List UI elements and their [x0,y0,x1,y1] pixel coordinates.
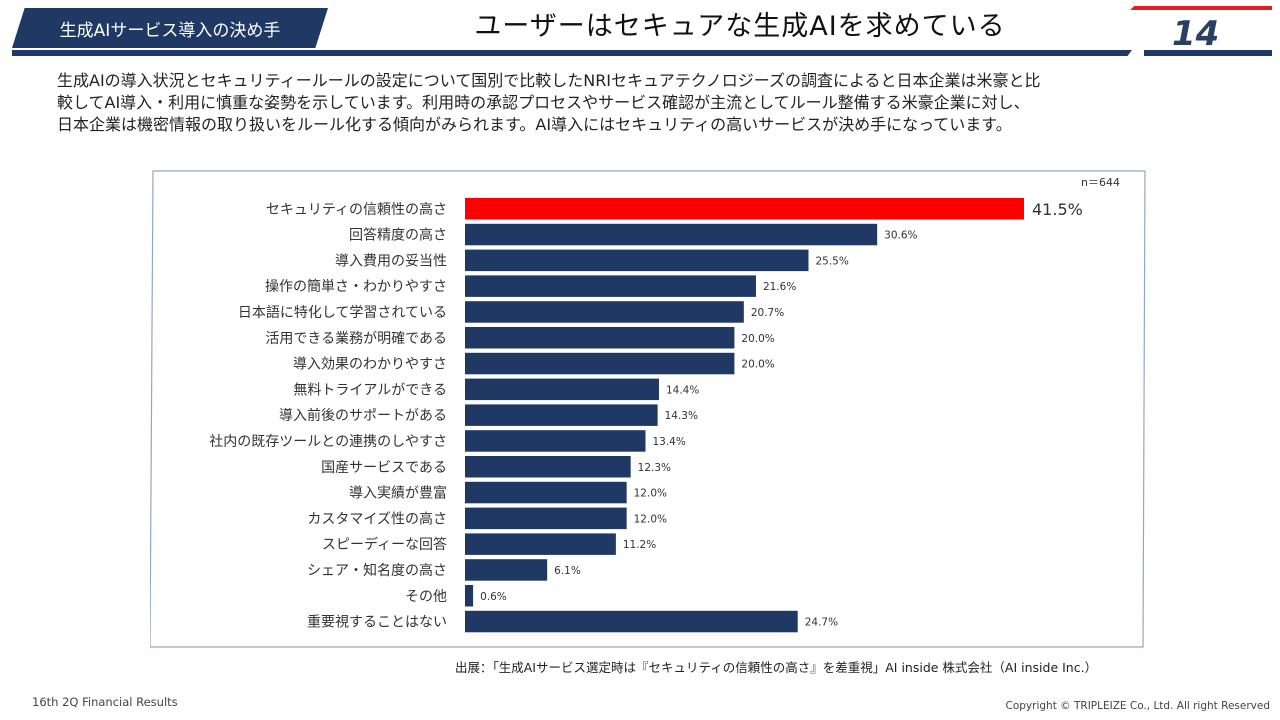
value-label: 11.2% [623,539,656,551]
bar [465,275,756,297]
description: 生成AIの導入状況とセキュリティールールの設定について国別で比較したNRIセキュ… [57,70,1237,136]
bar [465,585,474,607]
category-label: 操作の簡単さ・わかりやすさ [265,279,447,295]
value-label: 0.6% [480,591,507,603]
footer-copyright: Copyright © TRIPLEIZE Co., Ltd. All righ… [1005,700,1271,712]
bar [465,223,878,246]
bar [465,456,631,478]
category-label: シェア・知名度の高さ [307,562,447,579]
category-label: 導入効果のわかりやすさ [293,357,447,373]
section-tag: 生成AIサービス導入の決め手 [12,8,328,48]
value-label: 12.3% [638,462,671,474]
category-label: 社内の既存ツールとの連携のしやすさ [209,434,447,450]
accent-stripe-navy [1144,50,1272,56]
bar [465,610,798,633]
bar [465,249,809,272]
accent-stripe-red [1130,6,1272,10]
category-label: 活用できる業務が明確である [265,331,447,347]
bar [465,481,627,504]
category-label: 導入費用の妥当性 [335,253,447,269]
category-label: 回答精度の高さ [349,227,447,244]
value-label: 24.7% [805,617,838,629]
value-label: 13.4% [652,436,685,448]
description-line: 生成AIの導入状況とセキュリティールールの設定について国別で比較したNRIセキュ… [57,71,1041,90]
bar [465,533,616,555]
value-label: 25.5% [815,255,848,267]
sample-size-note: n＝644 [1081,176,1120,189]
page-title: ユーザーはセキュアな生成AIを求めている [474,11,1006,42]
bar [465,352,735,375]
bar [465,559,548,581]
chart-frame-border [150,170,1146,648]
source-note: 出展：「生成AIサービス選定時は『セキュリティの信頼性の高さ』を差重視」AI i… [455,660,1098,675]
category-label: 導入実績が豊富 [349,485,447,502]
category-label: 日本語に特化して学習されている [238,305,447,321]
category-label: 導入前後のサポートがある [279,407,447,424]
category-label: セキュリティの信頼性の高さ [266,201,447,218]
category-label: 国産サービスである [321,460,447,476]
bar [465,430,646,452]
value-label: 6.1% [554,565,581,577]
category-label: 重要視することはない [307,615,447,631]
bar [465,378,659,401]
bar-chart: n＝644 セキュリティの信頼性の高さ 41.5% 回答精度の高さ 30.6% 導入費用の… [150,170,1146,648]
value-label: 14.4% [666,384,699,396]
value-label: 41.5% [1032,200,1083,219]
footer-left: 16th 2Q Financial Results [32,695,178,709]
value-label: 12.0% [634,488,667,500]
bar [465,301,744,323]
value-label: 12.0% [634,513,667,525]
category-label: 無料トライアルができる [293,382,447,398]
bar [465,507,627,530]
bar-highlight [465,198,1025,220]
page-number: 14 [1172,14,1220,54]
category-label: スピーディーな回答 [322,536,447,553]
section-label: 生成AIサービス導入の決め手 [59,20,281,41]
value-label: 20.7% [751,307,784,319]
value-label: 30.6% [884,230,917,242]
bar [465,327,735,349]
bar-chart-svg: n＝644 セキュリティの信頼性の高さ 41.5% 回答精度の高さ 30.6% 導入費用の… [150,170,1146,648]
description-line: 較してAI導入・利用に慎重な姿勢を示しています。利用時の承認プロセスやサービス確… [57,93,1030,112]
bar [465,404,658,426]
category-label: カスタマイズ性の高さ [307,510,447,527]
value-label: 20.0% [741,333,774,345]
value-label: 20.0% [741,359,774,371]
value-label: 14.3% [665,410,698,422]
category-label: その他 [405,589,447,605]
header-divider [12,50,1132,56]
description-line: 日本企業は機密情報の取り扱いをルール化する傾向がみられます。AI導入にはセキュリ… [57,115,1012,134]
value-label: 21.6% [763,281,796,293]
